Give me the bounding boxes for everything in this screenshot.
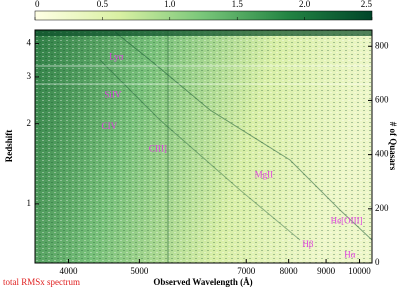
x-tick-label: 8000 <box>280 266 299 276</box>
y2-tick-label: 200 <box>375 203 389 213</box>
y-tick-label: 3 <box>27 71 32 81</box>
colorbar-tick-label: 0 <box>35 0 40 9</box>
y2-tick-label: 400 <box>375 149 389 159</box>
y2-tick-label: 600 <box>375 95 389 105</box>
annotation: Hβ <box>302 239 313 249</box>
y-tick-label: 2 <box>27 118 32 128</box>
y2-tick-label: 800 <box>375 40 389 50</box>
y2-tick-label: 0 <box>375 257 380 267</box>
annotation: Hα <box>344 250 355 260</box>
heatmap-image <box>35 30 373 263</box>
annotation: He[OIII] <box>331 215 363 225</box>
colorbar-tick-label: 2.0 <box>299 0 311 9</box>
colorbar-tick-label: 1.5 <box>232 0 244 9</box>
annotation: MgII <box>255 169 274 179</box>
x-tick-label: 10000 <box>348 266 371 276</box>
plot-frame <box>34 29 373 264</box>
colorbar-tick-label: 0.5 <box>97 0 109 9</box>
x-tick-label: 5000 <box>130 266 149 276</box>
y-tick-label: 1 <box>27 198 32 208</box>
annotation: Lyα <box>109 51 124 61</box>
annotation: CIV <box>102 121 118 131</box>
colorbar-tick-label: 2.5 <box>361 0 373 9</box>
footnote: total RMSx spectrum <box>3 277 80 287</box>
y-axis-title: Redshift <box>4 130 14 163</box>
x-tick-label: 7000 <box>237 266 256 276</box>
x-tick-label: 9000 <box>317 266 336 276</box>
x-tick-label: 4000 <box>59 266 78 276</box>
annotation: CIII] <box>149 144 167 154</box>
colorbar <box>34 10 373 21</box>
colorbar-tick-label: 1.0 <box>164 0 176 9</box>
x-axis-title: Observed Wavelength (Å) <box>153 277 252 287</box>
y2-axis-title: # of Quasars <box>388 122 398 171</box>
annotation: SiIV <box>104 90 122 100</box>
y-tick-label: 4 <box>27 38 32 48</box>
